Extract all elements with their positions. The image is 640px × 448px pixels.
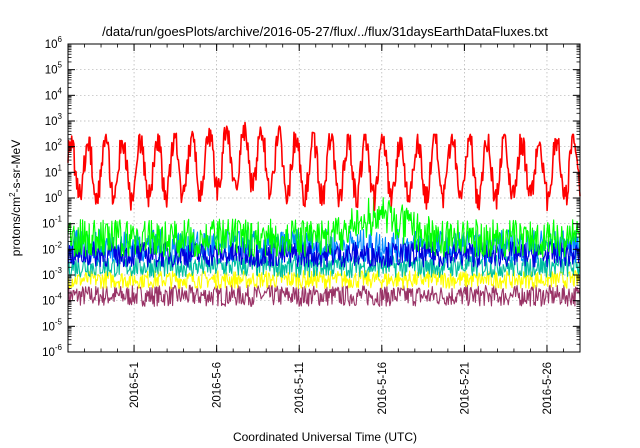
x-tick-label: 2016-5-1 [129,362,141,408]
plot-frame [67,43,581,353]
y-tick-label: 10-1 [42,215,62,231]
chart-title: /data/run/goesPlots/archive/2016-05-27/f… [102,24,548,39]
series-line [67,121,581,212]
y-axis-label-base: protons/cm [9,197,23,256]
y-tick-label: 10-2 [42,240,62,256]
tick-marks [67,43,581,353]
x-tick-label: 2016-5-6 [212,362,224,408]
y-tick-label: 102 [45,138,63,154]
x-tick-label: 2016-5-16 [377,362,389,414]
series-line [67,241,581,268]
y-tick-label: 103 [45,112,63,128]
y-axis-label-rest: -s-sr-MeV [9,140,23,193]
x-tick-label: 2016-5-26 [542,362,554,414]
y-tick-label: 100 [45,189,63,205]
y-tick-label: 101 [45,163,63,179]
series-line [67,196,581,258]
x-tick-label: 2016-5-11 [294,362,306,414]
y-tick-label: 10-5 [42,317,62,333]
y-tick-label: 104 [45,86,63,102]
y-tick-label: 10-6 [42,343,62,359]
series-line [67,284,581,307]
y-axis-label: protons/cm2-s-sr-MeV [8,140,23,256]
y-tick-label: 105 [45,61,63,77]
y-tick-label: 10-3 [42,266,62,282]
x-tick-label: 2016-5-21 [459,362,471,414]
series-layer [67,121,581,307]
y-tick-label: 10-4 [42,292,62,308]
y-axis-label-sup: 2 [8,192,17,197]
x-axis-label: Coordinated Universal Time (UTC) [233,430,417,444]
y-tick-label: 106 [45,35,63,51]
